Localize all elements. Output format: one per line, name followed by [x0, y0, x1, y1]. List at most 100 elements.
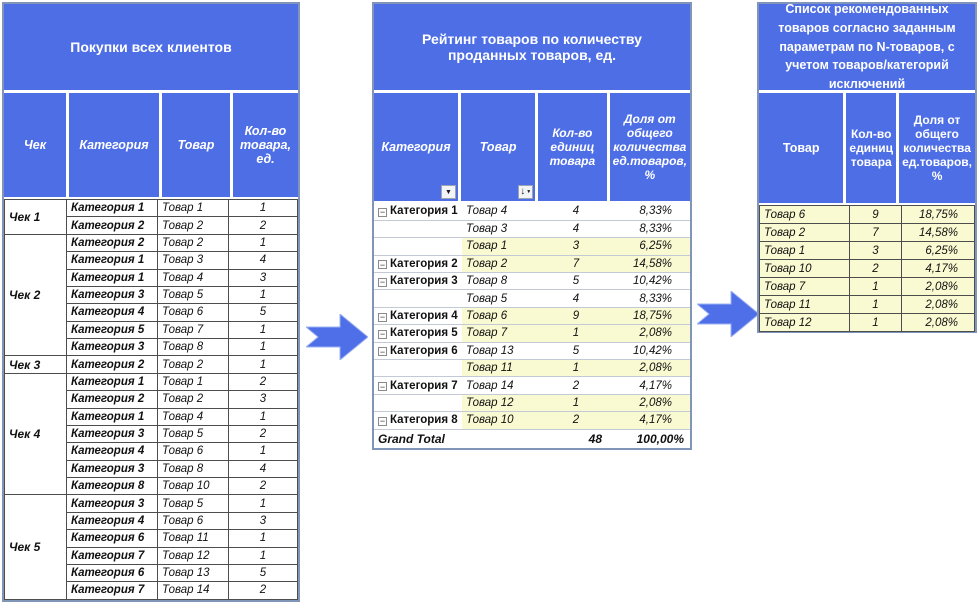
- recommended-quantity-cell[interactable]: 7: [849, 223, 902, 242]
- category-cell[interactable]: Категория 2: [66, 216, 158, 235]
- rec-header-share[interactable]: Доля от общего количества ед.товаров, %: [899, 93, 975, 203]
- quantity-cell[interactable]: 5: [228, 563, 298, 583]
- product-cell[interactable]: Товар 8: [157, 459, 229, 479]
- recommended-product-cell[interactable]: Товар 2: [759, 223, 850, 242]
- quantity-cell[interactable]: 1: [228, 320, 298, 340]
- pivot-header-share[interactable]: Доля от общего количества ед.товаров, %: [609, 93, 690, 201]
- pivot-share-cell[interactable]: 2,08%: [612, 394, 690, 413]
- grand-total-quantity[interactable]: 48: [540, 428, 612, 449]
- recommended-share-cell[interactable]: 4,17%: [901, 259, 975, 278]
- product-cell[interactable]: Товар 12: [157, 546, 229, 565]
- category-cell[interactable]: Категория 6: [66, 563, 158, 583]
- category-cell[interactable]: Категория 3: [66, 494, 158, 513]
- pivot-share-cell[interactable]: 2,08%: [612, 359, 690, 378]
- column-header-category[interactable]: Категория: [69, 93, 159, 197]
- product-cell[interactable]: Товар 1: [157, 372, 229, 392]
- quantity-cell[interactable]: 4: [228, 459, 298, 479]
- check-cell[interactable]: Чек 3: [4, 355, 67, 374]
- recommended-product-cell[interactable]: Товар 11: [759, 295, 850, 314]
- check-cell[interactable]: Чек 1: [4, 199, 67, 235]
- pivot-product-cell[interactable]: Товар 10: [462, 411, 540, 430]
- grand-total-share[interactable]: 100,00%: [612, 428, 690, 449]
- check-cell[interactable]: Чек 2: [4, 233, 67, 357]
- category-cell[interactable]: Категория 4: [66, 303, 158, 322]
- pivot-product-cell[interactable]: Товар 4: [462, 203, 540, 221]
- quantity-cell[interactable]: 3: [228, 268, 298, 287]
- pivot-product-cell[interactable]: Товар 7: [462, 324, 540, 343]
- category-cell[interactable]: Категория 3: [66, 285, 158, 305]
- quantity-cell[interactable]: 1: [228, 198, 298, 218]
- recommended-product-cell[interactable]: Товар 10: [759, 259, 850, 278]
- category-cell[interactable]: Категория 7: [66, 581, 158, 600]
- pivot-share-cell[interactable]: 8,33%: [612, 203, 690, 221]
- pivot-category-cell[interactable]: − Категория 2: [374, 255, 462, 274]
- quantity-cell[interactable]: 1: [228, 355, 298, 374]
- quantity-cell[interactable]: 1: [228, 233, 298, 253]
- pivot-category-cell[interactable]: [374, 289, 462, 308]
- check-cell[interactable]: Чек 4: [4, 372, 67, 496]
- check-cell[interactable]: Чек 5: [4, 494, 67, 600]
- collapse-group-icon[interactable]: −: [378, 346, 387, 357]
- product-cell[interactable]: Товар 13: [157, 563, 229, 583]
- recommended-quantity-cell[interactable]: 1: [849, 313, 902, 332]
- recommended-product-cell[interactable]: Товар 6: [759, 205, 850, 224]
- recommended-quantity-cell[interactable]: 9: [849, 205, 902, 224]
- grand-total-label[interactable]: Grand Total: [374, 428, 540, 449]
- product-cell[interactable]: Товар 14: [157, 581, 229, 600]
- quantity-cell[interactable]: 3: [228, 511, 298, 531]
- category-cell[interactable]: Категория 5: [66, 320, 158, 340]
- category-cell[interactable]: Категория 4: [66, 511, 158, 531]
- pivot-category-cell[interactable]: − Категория 4: [374, 307, 462, 326]
- collapse-group-icon[interactable]: −: [378, 277, 387, 288]
- quantity-cell[interactable]: 2: [228, 424, 298, 444]
- product-cell[interactable]: Товар 6: [157, 442, 229, 461]
- pivot-quantity-cell[interactable]: 4: [540, 289, 612, 308]
- category-cell[interactable]: Категория 1: [66, 268, 158, 287]
- recommended-share-cell[interactable]: 2,08%: [901, 277, 975, 296]
- pivot-product-cell[interactable]: Товар 11: [462, 359, 540, 378]
- product-cell[interactable]: Товар 10: [157, 476, 229, 496]
- pivot-share-cell[interactable]: 14,58%: [612, 255, 690, 274]
- recommended-quantity-cell[interactable]: 1: [849, 277, 902, 296]
- product-sort-dropdown-icon[interactable]: ↓ ▼: [518, 185, 534, 199]
- quantity-cell[interactable]: 1: [228, 529, 298, 548]
- product-cell[interactable]: Товар 2: [157, 216, 229, 235]
- collapse-group-icon[interactable]: −: [378, 312, 387, 323]
- quantity-cell[interactable]: 4: [228, 251, 298, 270]
- pivot-product-cell[interactable]: Товар 14: [462, 376, 540, 395]
- collapse-group-icon[interactable]: −: [378, 416, 387, 427]
- quantity-cell[interactable]: 2: [228, 476, 298, 496]
- product-cell[interactable]: Товар 2: [157, 390, 229, 409]
- pivot-header-category[interactable]: Категория ▼: [374, 93, 458, 201]
- recommended-quantity-cell[interactable]: 3: [849, 241, 902, 260]
- category-cell[interactable]: Категория 2: [66, 233, 158, 253]
- recommended-product-cell[interactable]: Товар 1: [759, 241, 850, 260]
- rec-header-quantity[interactable]: Кол-во единиц товара: [846, 93, 897, 203]
- pivot-share-cell[interactable]: 6,25%: [612, 237, 690, 256]
- purchases-table-title[interactable]: Покупки всех клиентов: [4, 4, 298, 90]
- product-cell[interactable]: Товар 7: [157, 320, 229, 340]
- category-cell[interactable]: Категория 7: [66, 546, 158, 565]
- quantity-cell[interactable]: 1: [228, 494, 298, 513]
- pivot-category-cell[interactable]: − Категория 5: [374, 324, 462, 343]
- category-cell[interactable]: Категория 2: [66, 355, 158, 374]
- pivot-quantity-cell[interactable]: 2: [540, 376, 612, 395]
- pivot-quantity-cell[interactable]: 5: [540, 272, 612, 291]
- quantity-cell[interactable]: 3: [228, 390, 298, 409]
- category-cell[interactable]: Категория 3: [66, 337, 158, 357]
- collapse-group-icon[interactable]: −: [378, 329, 387, 340]
- pivot-share-cell[interactable]: 8,33%: [612, 220, 690, 239]
- product-cell[interactable]: Товар 11: [157, 529, 229, 548]
- category-cell[interactable]: Категория 1: [66, 407, 158, 426]
- pivot-share-cell[interactable]: 18,75%: [612, 307, 690, 326]
- quantity-cell[interactable]: 1: [228, 546, 298, 565]
- product-cell[interactable]: Товар 6: [157, 511, 229, 531]
- product-cell[interactable]: Товар 4: [157, 407, 229, 426]
- product-cell[interactable]: Товар 5: [157, 285, 229, 305]
- quantity-cell[interactable]: 1: [228, 285, 298, 305]
- pivot-quantity-cell[interactable]: 3: [540, 237, 612, 256]
- recommended-share-cell[interactable]: 6,25%: [901, 241, 975, 260]
- pivot-category-cell[interactable]: [374, 220, 462, 239]
- pivot-share-cell[interactable]: 8,33%: [612, 289, 690, 308]
- category-cell[interactable]: Категория 1: [66, 251, 158, 270]
